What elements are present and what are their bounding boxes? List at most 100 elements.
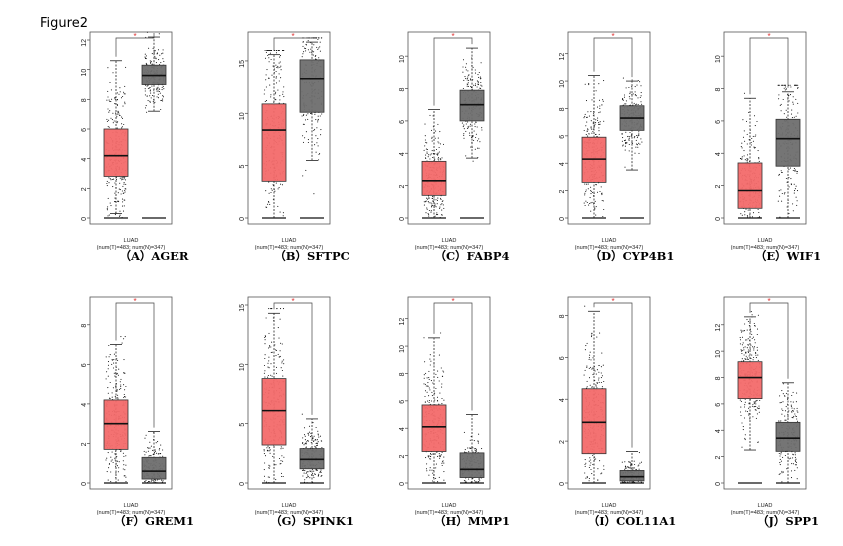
significance-bracket [273,37,313,51]
sample-count-label: (num(T)=483; num(N)=347) [575,245,644,251]
plot-frame [89,31,173,225]
y-tick-label: 8 [715,376,722,380]
boxplot-svg: 0 2 4 6 8 10 12 * LUAD(num(T)=483; num(N)=347) [715,296,807,516]
significance-bracket [115,302,155,428]
boxplot-panel-2: 0 5 10 15 * LUAD (num(T)=483; num(N)=347) （B）SF… [239,30,382,280]
normal-box [141,456,167,480]
sample-count-label: (num(T)=483; num(N)=347) [731,510,800,516]
y-tick-label: 0 [239,217,246,221]
y-tick-label: 10 [81,69,88,77]
boxplot-svg: 0 2 4 6 8 10 * LUAD(num(T)=483; num(N)=347) [399,31,491,251]
y-tick-label: 5 [239,165,246,169]
y-tick-label: 0 [715,482,722,486]
group-label: LUAD [442,503,457,509]
y-tick-label: 2 [715,456,722,460]
sample-count-label: (num(T)=483; num(N)=347) [415,245,484,251]
panel-caption: （F）GREM1 [113,514,195,528]
group-label: LUAD [124,503,139,509]
y-tick-label: 4 [81,403,88,407]
y-tick-label: 4 [559,162,566,166]
plot-frame [723,31,807,225]
group-label: LUAD [758,238,773,244]
significance-bracket [273,302,313,415]
panel-caption: （E）WIF1 [754,249,822,263]
normal-box [775,118,801,167]
boxplot-panel-3: 0 2 4 6 8 10 * LUAD (num(T)=483; num(N)=347) （C）F… [399,30,542,280]
y-tick-label: 10 [715,55,722,63]
group-label: LUAD [602,503,617,509]
y-tick-label: 2 [399,185,406,189]
plot-frame [247,31,331,225]
y-tick-label: 12 [715,324,722,332]
y-tick-label: 6 [399,120,406,124]
y-tick-label: 12 [399,318,406,326]
panel-caption: （J）SPP1 [756,514,820,528]
sample-count-label: (num(T)=483; num(N)=347) [97,510,166,516]
y-tick-label: 10 [559,80,566,88]
boxplot-panel-1: 0 2 4 6 8 10 12 * LUAD (num(T)=483; num(N)=347) （A… [81,30,224,280]
y-tick-label: 12 [81,39,88,47]
boxplot-svg: 0 2 4 6 8 10 12 * LUAD(num(T)=483; num(N)=347) [559,31,651,251]
y-tick-label: 0 [239,482,246,486]
panel-caption: （D）CYP4B1 [589,249,675,263]
significance-star: * [291,297,294,306]
y-tick-label: 6 [715,403,722,407]
y-tick-label: 4 [81,158,88,162]
boxplot-panel-7: 0 5 10 15 * LUAD (num(T)=483; num(N)=347) （G）SP… [239,295,382,545]
panel-caption: （G）SPINK1 [270,514,354,528]
group-label: LUAD [758,503,773,509]
boxplot-panel-9: 0 2 4 6 8 * LUAD (num(T)=483; num(N)=347) （I）COL… [559,295,702,545]
significance-star: * [451,297,454,306]
normal-box [619,470,645,482]
tumor-box [261,378,287,446]
group-label: LUAD [442,238,457,244]
y-tick-label: 4 [399,152,406,156]
plot-frame [407,31,491,225]
y-tick-label: 12 [559,53,566,61]
y-tick-label: 2 [81,442,88,446]
group-label: LUAD [282,503,297,509]
tumor-box [103,399,129,450]
y-tick-label: 8 [559,314,566,318]
y-tick-label: 6 [559,135,566,139]
significance-bracket [115,33,155,57]
y-tick-label: 10 [399,345,406,353]
boxplot-svg: 0 5 10 15 * LUAD(num(T)=483; num(N)=347) [239,31,331,251]
normal-box [299,59,325,113]
tumor-box [261,103,287,182]
significance-star: * [133,297,136,306]
plot-frame [89,296,173,490]
tumor-box [737,361,763,400]
y-tick-label: 10 [715,350,722,358]
y-tick-label: 0 [81,482,88,486]
boxplot-panel-5: 0 2 4 6 8 10 * LUAD (num(T)=483; num(N)=347) （E）W… [715,30,843,280]
plot-frame [567,296,651,490]
y-tick-label: 8 [715,87,722,91]
y-tick-label: 6 [81,363,88,367]
boxplot-svg: 0 5 10 15 * LUAD(num(T)=483; num(N)=347) [239,296,331,516]
significance-bracket [593,37,633,78]
tumor-box [421,404,447,452]
significance-star: * [133,32,136,41]
y-tick-label: 6 [715,120,722,124]
figure-label: Figure2 [40,16,88,31]
y-tick-label: 2 [399,455,406,459]
tumor-box [103,128,129,177]
y-tick-label: 0 [81,217,88,221]
y-tick-label: 6 [559,356,566,360]
y-tick-label: 10 [399,55,406,63]
y-tick-label: 4 [715,429,722,433]
normal-box [775,421,801,452]
y-tick-label: 8 [399,372,406,376]
normal-box [459,452,485,478]
y-tick-label: 4 [399,427,406,431]
normal-box [459,89,485,122]
boxplot-svg: 0 2 4 6 8 10 * LUAD(num(T)=483; num(N)=347) [715,31,807,251]
boxplot-panel-10: 0 2 4 6 8 10 12 * LUAD (num(T)=483; num(N)=347) （J… [715,295,843,545]
y-tick-label: 8 [81,324,88,328]
sample-count-label: (num(T)=483; num(N)=347) [97,245,166,251]
group-label: LUAD [282,238,297,244]
significance-star: * [767,297,770,306]
plot-frame [407,296,491,490]
y-tick-label: 2 [81,187,88,191]
